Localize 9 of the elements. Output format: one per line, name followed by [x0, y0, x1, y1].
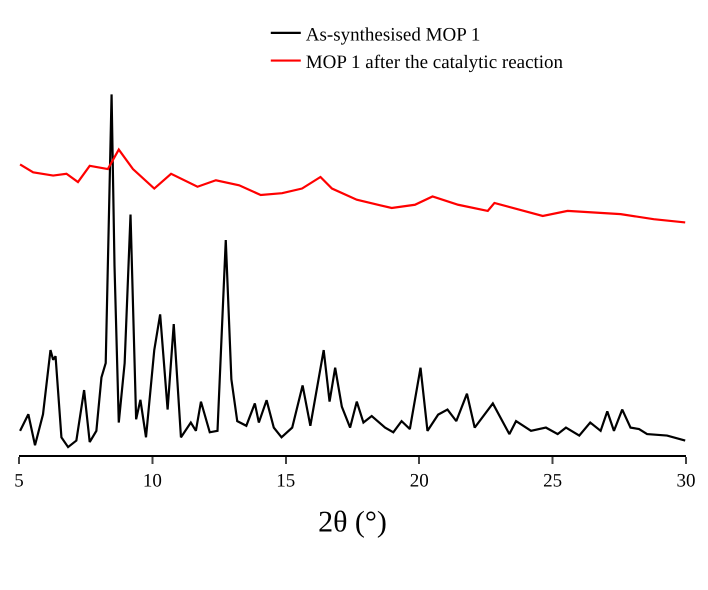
- x-axis-title: 2θ (°): [318, 506, 387, 539]
- x-tick-label: 15: [276, 470, 296, 492]
- legend-label: MOP 1 after the catalytic reaction: [306, 52, 564, 73]
- x-tick-label: 5: [14, 470, 24, 492]
- x-tick-label: 20: [410, 470, 429, 492]
- x-tick-label: 25: [543, 470, 562, 492]
- x-tick-label: 30: [676, 470, 696, 492]
- legend-label: As-synthesised MOP 1: [306, 24, 480, 46]
- x-tick-label: 10: [142, 470, 162, 492]
